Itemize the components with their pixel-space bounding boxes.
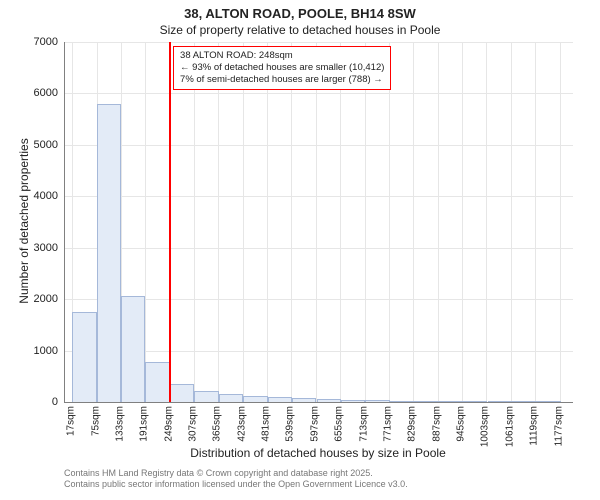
ytick-label: 7000 bbox=[24, 36, 58, 48]
ytick-label: 6000 bbox=[24, 87, 58, 99]
gridline-v bbox=[535, 42, 536, 402]
ytick-label: 2000 bbox=[24, 293, 58, 305]
gridline-v bbox=[340, 42, 341, 402]
gridline-v bbox=[316, 42, 317, 402]
histogram-bar bbox=[72, 312, 96, 403]
annotation-box: 38 ALTON ROAD: 248sqm← 93% of detached h… bbox=[173, 46, 391, 90]
histogram-bar bbox=[292, 398, 316, 402]
gridline-v bbox=[267, 42, 268, 402]
xtick-label: 191sqm bbox=[139, 406, 150, 442]
xtick-label: 1177sqm bbox=[553, 406, 564, 446]
gridline-v bbox=[413, 42, 414, 402]
ytick-label: 4000 bbox=[24, 190, 58, 202]
gridline-v bbox=[560, 42, 561, 402]
histogram-bar bbox=[512, 401, 536, 402]
gridline-h bbox=[65, 248, 573, 249]
gridline-v bbox=[145, 42, 146, 402]
gridline-h bbox=[65, 93, 573, 94]
xtick-label: 17sqm bbox=[66, 406, 77, 436]
histogram-bar bbox=[414, 401, 438, 402]
annotation-line: 38 ALTON ROAD: 248sqm bbox=[180, 50, 384, 62]
gridline-v bbox=[365, 42, 366, 402]
histogram-bar bbox=[268, 397, 292, 402]
gridline-v bbox=[291, 42, 292, 402]
xtick-label: 423sqm bbox=[236, 406, 247, 442]
annotation-line: ← 93% of detached houses are smaller (10… bbox=[180, 62, 384, 74]
gridline-v bbox=[438, 42, 439, 402]
xtick-label: 1119sqm bbox=[529, 406, 540, 446]
ytick-label: 3000 bbox=[24, 242, 58, 254]
xtick-label: 829sqm bbox=[407, 406, 418, 442]
histogram-bar bbox=[243, 396, 267, 402]
ytick-label: 1000 bbox=[24, 345, 58, 357]
xtick-label: 713sqm bbox=[358, 406, 369, 442]
xtick-label: 887sqm bbox=[431, 406, 442, 442]
histogram-bar bbox=[439, 401, 463, 402]
xtick-label: 365sqm bbox=[212, 406, 223, 442]
histogram-bar bbox=[341, 400, 365, 402]
histogram-bar bbox=[121, 296, 145, 402]
xtick-label: 307sqm bbox=[187, 406, 198, 442]
gridline-v bbox=[194, 42, 195, 402]
gridline-v bbox=[243, 42, 244, 402]
xtick-label: 75sqm bbox=[90, 406, 101, 436]
xtick-label: 1061sqm bbox=[504, 406, 515, 447]
plot-area bbox=[64, 42, 573, 403]
histogram-bar bbox=[170, 384, 194, 402]
xtick-label: 597sqm bbox=[309, 406, 320, 442]
xtick-label: 945sqm bbox=[456, 406, 467, 442]
gridline-v bbox=[389, 42, 390, 402]
xtick-label: 481sqm bbox=[261, 406, 272, 442]
xtick-label: 133sqm bbox=[114, 406, 125, 442]
histogram-bar bbox=[97, 104, 121, 402]
histogram-bar bbox=[219, 394, 243, 402]
footer-line-1: Contains HM Land Registry data © Crown c… bbox=[64, 468, 408, 479]
marker-line bbox=[169, 42, 171, 402]
x-axis-label: Distribution of detached houses by size … bbox=[64, 446, 572, 460]
histogram-bar bbox=[145, 362, 169, 402]
histogram-bar bbox=[317, 399, 341, 402]
xtick-label: 771sqm bbox=[382, 406, 393, 442]
ytick-label: 5000 bbox=[24, 139, 58, 151]
gridline-v bbox=[511, 42, 512, 402]
histogram-bar bbox=[390, 401, 414, 402]
footer-line-2: Contains public sector information licen… bbox=[64, 479, 408, 490]
gridline-h bbox=[65, 42, 573, 43]
histogram-bar bbox=[536, 401, 560, 402]
xtick-label: 655sqm bbox=[334, 406, 345, 442]
annotation-line: 7% of semi-detached houses are larger (7… bbox=[180, 74, 384, 86]
histogram-chart: 38, ALTON ROAD, POOLE, BH14 8SW Size of … bbox=[0, 0, 600, 500]
footer-attribution: Contains HM Land Registry data © Crown c… bbox=[64, 468, 408, 491]
histogram-bar bbox=[194, 391, 218, 402]
xtick-label: 249sqm bbox=[163, 406, 174, 442]
xtick-label: 539sqm bbox=[285, 406, 296, 442]
gridline-v bbox=[486, 42, 487, 402]
xtick-label: 1003sqm bbox=[480, 406, 491, 447]
histogram-bar bbox=[365, 400, 389, 402]
histogram-bar bbox=[463, 401, 487, 402]
gridline-h bbox=[65, 145, 573, 146]
ytick-label: 0 bbox=[24, 396, 58, 408]
chart-title: 38, ALTON ROAD, POOLE, BH14 8SW bbox=[0, 0, 600, 21]
histogram-bar bbox=[488, 401, 512, 402]
y-axis-label: Number of detached properties bbox=[17, 131, 31, 311]
gridline-v bbox=[218, 42, 219, 402]
gridline-v bbox=[462, 42, 463, 402]
gridline-h bbox=[65, 196, 573, 197]
chart-subtitle: Size of property relative to detached ho… bbox=[0, 21, 600, 37]
